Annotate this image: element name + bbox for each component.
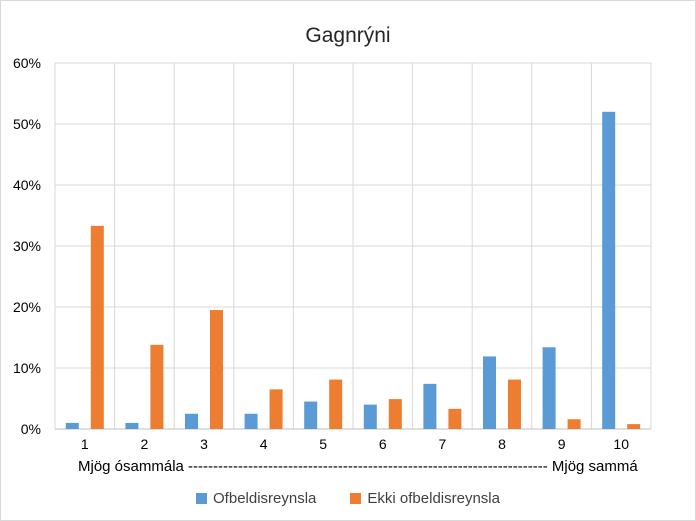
bar-ofbeldisreynsla bbox=[244, 413, 258, 429]
x-tick-label: 10 bbox=[613, 436, 629, 452]
x-axis-caption-left: Mjög ósammála bbox=[78, 458, 184, 475]
bar-ofbeldisreynsla bbox=[483, 356, 496, 429]
bar-ofbeldisreynsla bbox=[363, 404, 377, 429]
y-axis: 0% 10% 20% 30% 40% 50% 60% bbox=[13, 55, 41, 437]
bar-ekki-ofbeldisreynsla bbox=[210, 310, 223, 429]
bar-ekki-ofbeldisreynsla bbox=[329, 379, 343, 429]
x-tick-label: 9 bbox=[558, 436, 566, 452]
legend-swatch-blue bbox=[196, 493, 208, 504]
legend: Ofbeldisreynsla Ekki ofbeldisreynsla bbox=[0, 490, 696, 507]
x-axis-caption: Mjög ósammála --------------------------… bbox=[78, 458, 638, 475]
bar-ofbeldisreynsla bbox=[125, 422, 139, 429]
y-tick-label: 30% bbox=[13, 238, 41, 254]
legend-item-ekki-ofbeldisreynsla: Ekki ofbeldisreynsla bbox=[350, 490, 500, 507]
x-tick-label: 6 bbox=[379, 436, 387, 452]
y-tick-label: 20% bbox=[13, 299, 41, 315]
legend-label-ekki-ofbeldisreynsla: Ekki ofbeldisreynsla bbox=[367, 490, 500, 507]
y-tick-label: 40% bbox=[13, 177, 41, 193]
y-tick-label: 60% bbox=[13, 55, 41, 71]
x-axis: 1 2 3 4 5 6 7 8 9 10 bbox=[55, 428, 651, 452]
legend-swatch-orange bbox=[350, 493, 362, 504]
grid-lines bbox=[54, 62, 652, 429]
bar-ofbeldisreynsla bbox=[65, 422, 79, 429]
y-tick-label: 10% bbox=[13, 360, 41, 376]
bar-ekki-ofbeldisreynsla bbox=[150, 344, 164, 429]
bar-ekki-ofbeldisreynsla bbox=[627, 424, 641, 429]
legend-label-ofbeldisreynsla: Ofbeldisreynsla bbox=[213, 490, 317, 507]
bar-ofbeldisreynsla bbox=[423, 383, 437, 429]
bar-ekki-ofbeldisreynsla bbox=[448, 408, 462, 429]
bar-ekki-ofbeldisreynsla bbox=[508, 379, 521, 429]
x-tick-label: 4 bbox=[260, 436, 268, 452]
x-tick-label: 1 bbox=[81, 436, 89, 452]
chart-title: Gagnrýni bbox=[305, 24, 391, 47]
x-axis-caption-right: Mjög sammála bbox=[551, 458, 638, 475]
x-tick-label: 5 bbox=[319, 436, 327, 452]
legend-item-ofbeldisreynsla: Ofbeldisreynsla bbox=[196, 490, 316, 507]
x-tick-label: 7 bbox=[439, 436, 447, 452]
bar-ofbeldisreynsla bbox=[185, 413, 198, 429]
bar-ofbeldisreynsla bbox=[542, 347, 556, 429]
x-axis-caption-dashes: ----------------------------------------… bbox=[188, 458, 548, 475]
bar-ofbeldisreynsla bbox=[304, 401, 318, 429]
x-tick-label: 3 bbox=[200, 436, 208, 452]
bars bbox=[65, 111, 641, 430]
x-tick-label: 2 bbox=[141, 436, 149, 452]
bar-ofbeldisreynsla bbox=[602, 111, 616, 430]
bar-ekki-ofbeldisreynsla bbox=[567, 419, 581, 429]
bar-ekki-ofbeldisreynsla bbox=[388, 399, 402, 429]
bar-ekki-ofbeldisreynsla bbox=[90, 225, 104, 429]
x-tick-label: 8 bbox=[498, 436, 506, 452]
y-tick-label: 50% bbox=[13, 116, 41, 132]
bar-ekki-ofbeldisreynsla bbox=[269, 389, 283, 429]
y-tick-label: 0% bbox=[21, 421, 41, 437]
bar-chart: 0% 10% 20% 30% 40% 50% 60% 1 2 3 4 5 6 7 8 9 10 bbox=[13, 55, 652, 452]
